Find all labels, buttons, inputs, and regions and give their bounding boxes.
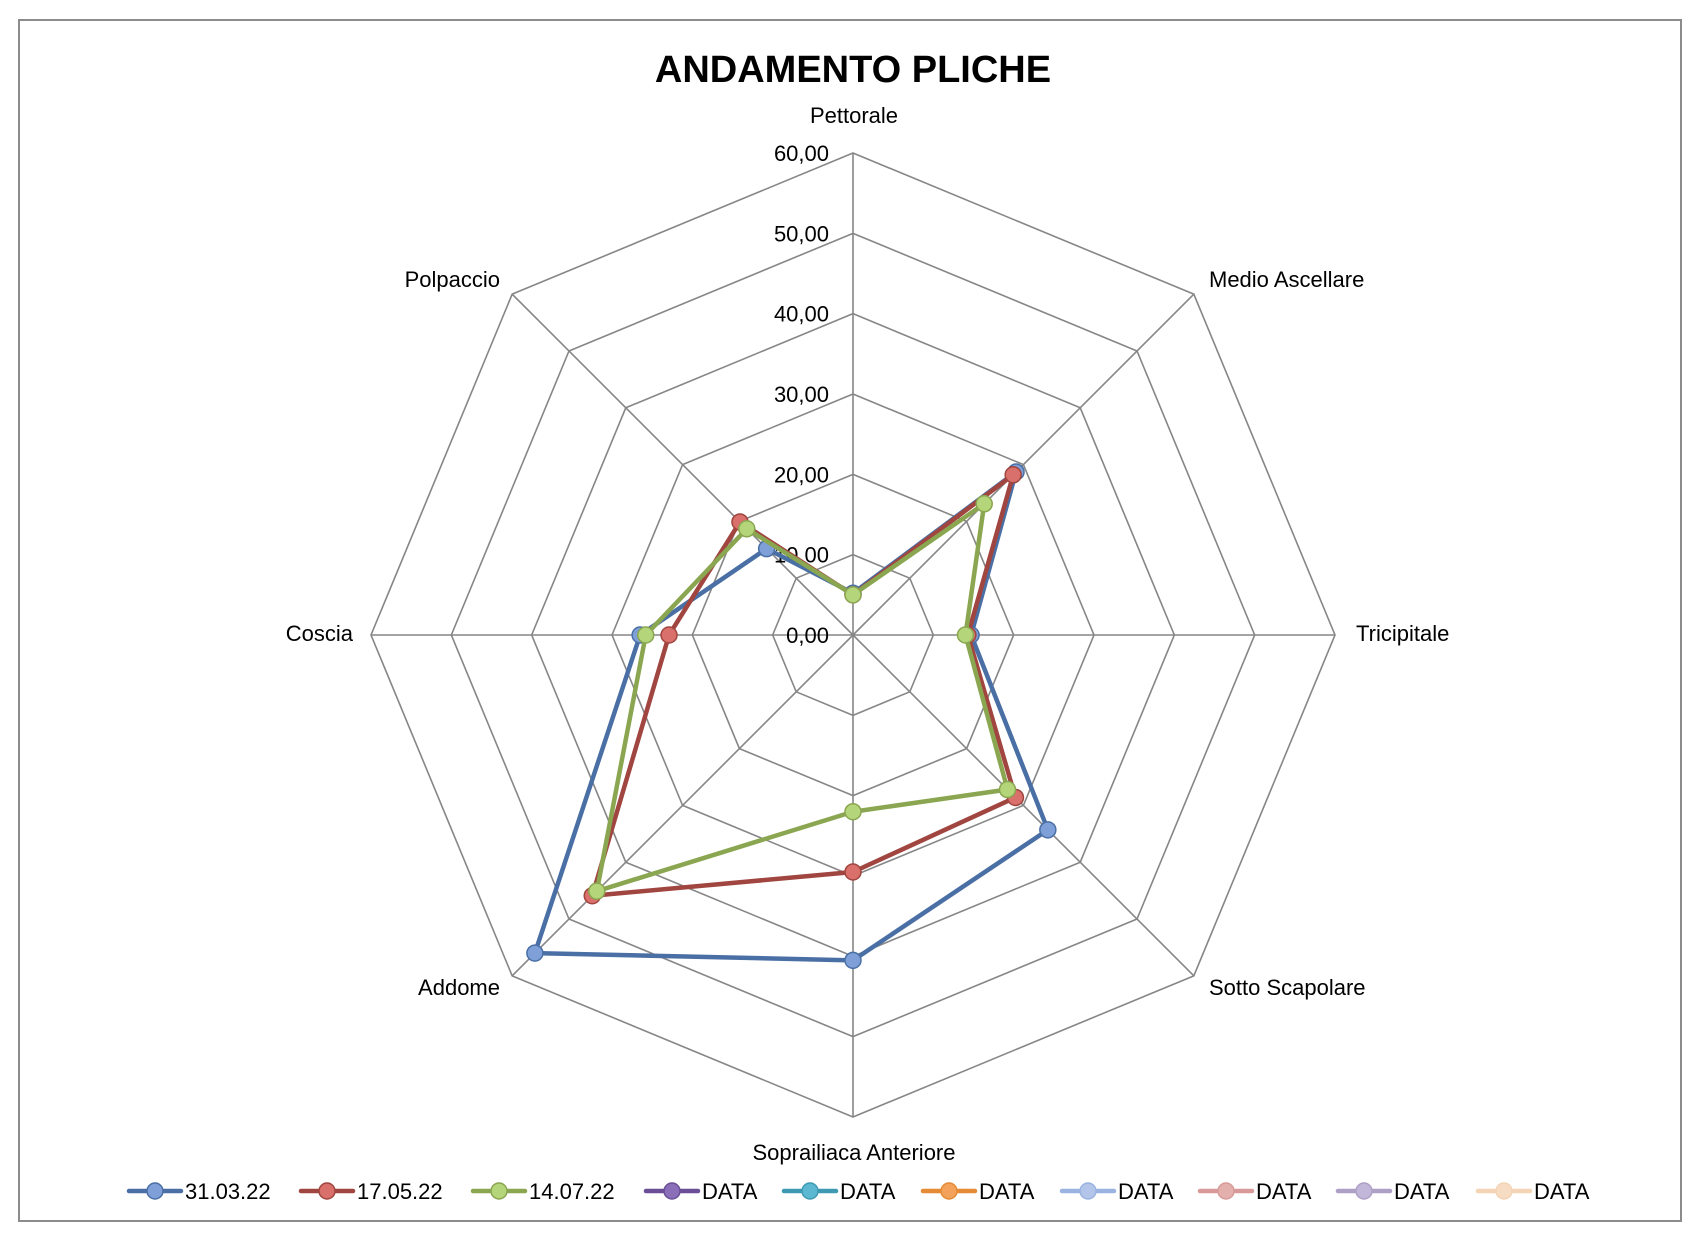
- legend-label: DATA: [1534, 1179, 1590, 1204]
- legend-item[interactable]: 31.03.22: [126, 1179, 271, 1204]
- category-label: Sotto Scapolare: [1209, 975, 1366, 1000]
- category-label: Addome: [418, 975, 500, 1000]
- legend-marker-icon: [146, 1182, 164, 1200]
- legend-item[interactable]: DATA: [1335, 1179, 1450, 1204]
- chart-frame: [18, 19, 1682, 1222]
- data-point: [588, 882, 606, 900]
- tick-label: 30,00: [774, 382, 829, 407]
- legend-label: DATA: [840, 1179, 896, 1204]
- legend-marker-icon: [1079, 1182, 1097, 1200]
- legend-item[interactable]: 17.05.22: [298, 1179, 443, 1204]
- tick-label: 20,00: [774, 462, 829, 487]
- legend-marker-icon: [940, 1182, 958, 1200]
- category-label: Pettorale: [810, 103, 898, 128]
- legend-label: 14.07.22: [529, 1179, 615, 1204]
- data-point: [636, 626, 655, 644]
- legend-item[interactable]: 14.07.22: [470, 1179, 615, 1204]
- legend-item[interactable]: DATA: [1059, 1179, 1174, 1204]
- legend-marker-icon: [801, 1182, 819, 1200]
- category-label: Soprailiaca Anteriore: [752, 1140, 955, 1165]
- legend-marker-icon: [490, 1182, 508, 1200]
- data-point: [660, 626, 678, 644]
- legend-label: DATA: [1394, 1179, 1450, 1204]
- axis-spoke: [852, 634, 1195, 977]
- data-point: [844, 863, 862, 881]
- legend-marker-icon: [663, 1182, 681, 1200]
- tick-label: 0,00: [786, 623, 829, 648]
- data-point: [1039, 821, 1057, 839]
- data-point: [998, 780, 1017, 799]
- axis-spoke: [511, 634, 854, 977]
- data-point: [1004, 466, 1022, 484]
- data-point: [526, 944, 544, 962]
- category-label: Medio Ascellare: [1209, 267, 1364, 292]
- category-label: Coscia: [286, 621, 354, 646]
- legend-label: 31.03.22: [185, 1179, 271, 1204]
- legend-label: DATA: [979, 1179, 1035, 1204]
- legend-item[interactable]: DATA: [1197, 1179, 1312, 1204]
- chart-title: ANDAMENTO PLICHE: [655, 49, 1051, 91]
- data-point: [844, 586, 862, 604]
- legend-label: DATA: [702, 1179, 758, 1204]
- series-14.07.22: [588, 495, 1017, 900]
- legend-marker-icon: [1217, 1182, 1235, 1200]
- legend-label: DATA: [1256, 1179, 1312, 1204]
- legend-item[interactable]: DATA: [920, 1179, 1035, 1204]
- data-point: [844, 802, 862, 821]
- legend-marker-icon: [318, 1182, 336, 1200]
- tick-label: 60,00: [774, 141, 829, 166]
- legend-item[interactable]: DATA: [1475, 1179, 1590, 1204]
- data-point: [956, 626, 975, 644]
- legend-label: 17.05.22: [357, 1179, 443, 1204]
- category-label: Tricipitale: [1356, 621, 1449, 646]
- data-point: [738, 520, 756, 538]
- legend-item[interactable]: DATA: [781, 1179, 896, 1204]
- legend-item[interactable]: DATA: [643, 1179, 758, 1204]
- legend-marker-icon: [1495, 1182, 1513, 1200]
- data-point: [975, 495, 993, 513]
- category-label: Polpaccio: [405, 267, 500, 292]
- axis-spoke: [511, 293, 854, 636]
- tick-label: 50,00: [774, 221, 829, 246]
- legend-marker-icon: [1355, 1182, 1373, 1200]
- series-line: [594, 501, 1010, 894]
- legend-label: DATA: [1118, 1179, 1174, 1204]
- data-point: [844, 951, 862, 970]
- tick-label: 40,00: [774, 302, 829, 327]
- axis-spoke: [852, 293, 1195, 636]
